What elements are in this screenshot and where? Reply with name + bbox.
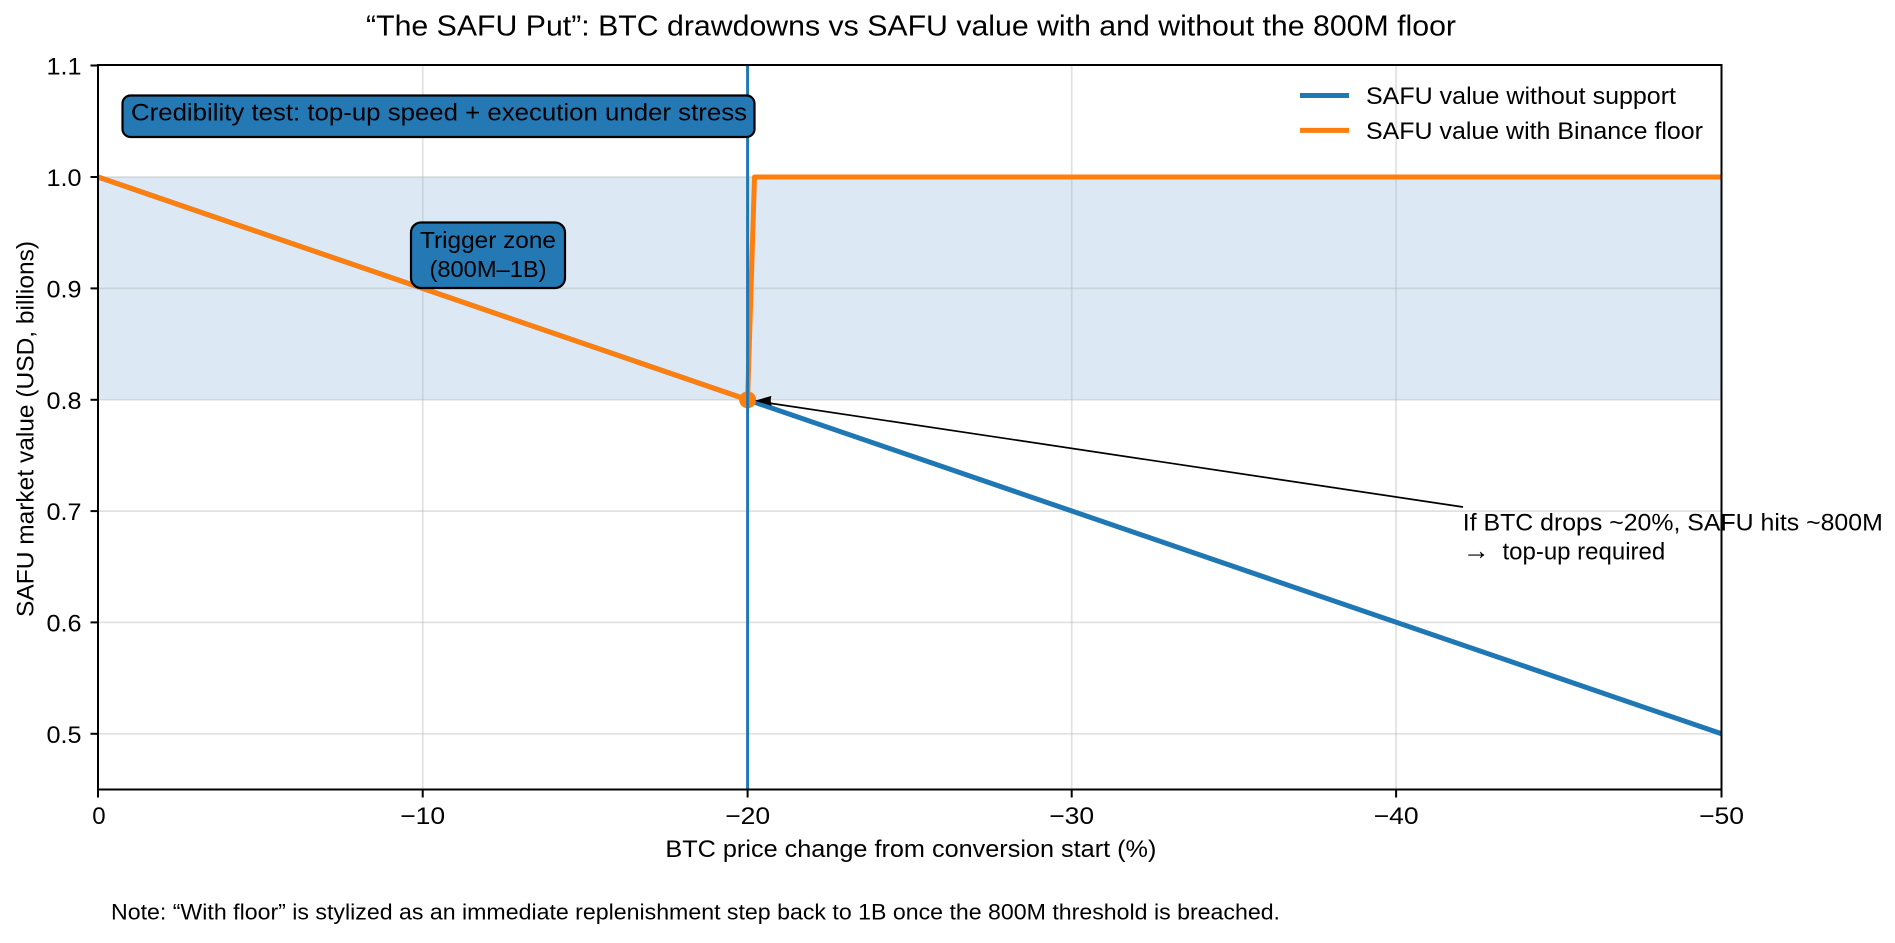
svg-text:−50: −50 (1699, 803, 1744, 830)
svg-text:0.8: 0.8 (47, 388, 82, 415)
svg-text:Credibility test: top-up speed: Credibility test: top-up speed + executi… (131, 100, 747, 127)
svg-text:If BTC drops ~20%, SAFU hits ~: If BTC drops ~20%, SAFU hits ~800M (1463, 509, 1883, 536)
svg-text:(800M–1B): (800M–1B) (430, 256, 547, 282)
svg-text:−20: −20 (725, 803, 770, 830)
svg-text:0.9: 0.9 (47, 276, 82, 303)
svg-text:1.0: 1.0 (47, 165, 82, 192)
svg-text:−40: −40 (1374, 803, 1419, 830)
svg-text:0: 0 (92, 803, 105, 830)
svg-text:0.5: 0.5 (47, 722, 82, 749)
svg-text:SAFU value with Binance floor: SAFU value with Binance floor (1366, 118, 1703, 145)
svg-text:0.6: 0.6 (47, 610, 82, 637)
svg-text:1.1: 1.1 (47, 54, 82, 81)
svg-text:−10: −10 (400, 803, 445, 830)
svg-text:SAFU market value (USD, billio: SAFU market value (USD, billions) (13, 241, 40, 617)
svg-text:“The SAFU Put”: BTC drawdowns: “The SAFU Put”: BTC drawdowns vs SAFU va… (366, 11, 1456, 43)
svg-text:SAFU value without support: SAFU value without support (1366, 83, 1676, 110)
svg-text:→ top-up required: → top-up required (1463, 535, 1665, 565)
svg-text:BTC price change from conversi: BTC price change from conversion start (… (665, 836, 1156, 863)
svg-text:Note: “With floor” is stylized: Note: “With floor” is stylized as an imm… (111, 899, 1280, 924)
svg-text:0.7: 0.7 (47, 499, 82, 526)
svg-text:−30: −30 (1049, 803, 1094, 830)
svg-text:Trigger zone: Trigger zone (420, 227, 556, 253)
